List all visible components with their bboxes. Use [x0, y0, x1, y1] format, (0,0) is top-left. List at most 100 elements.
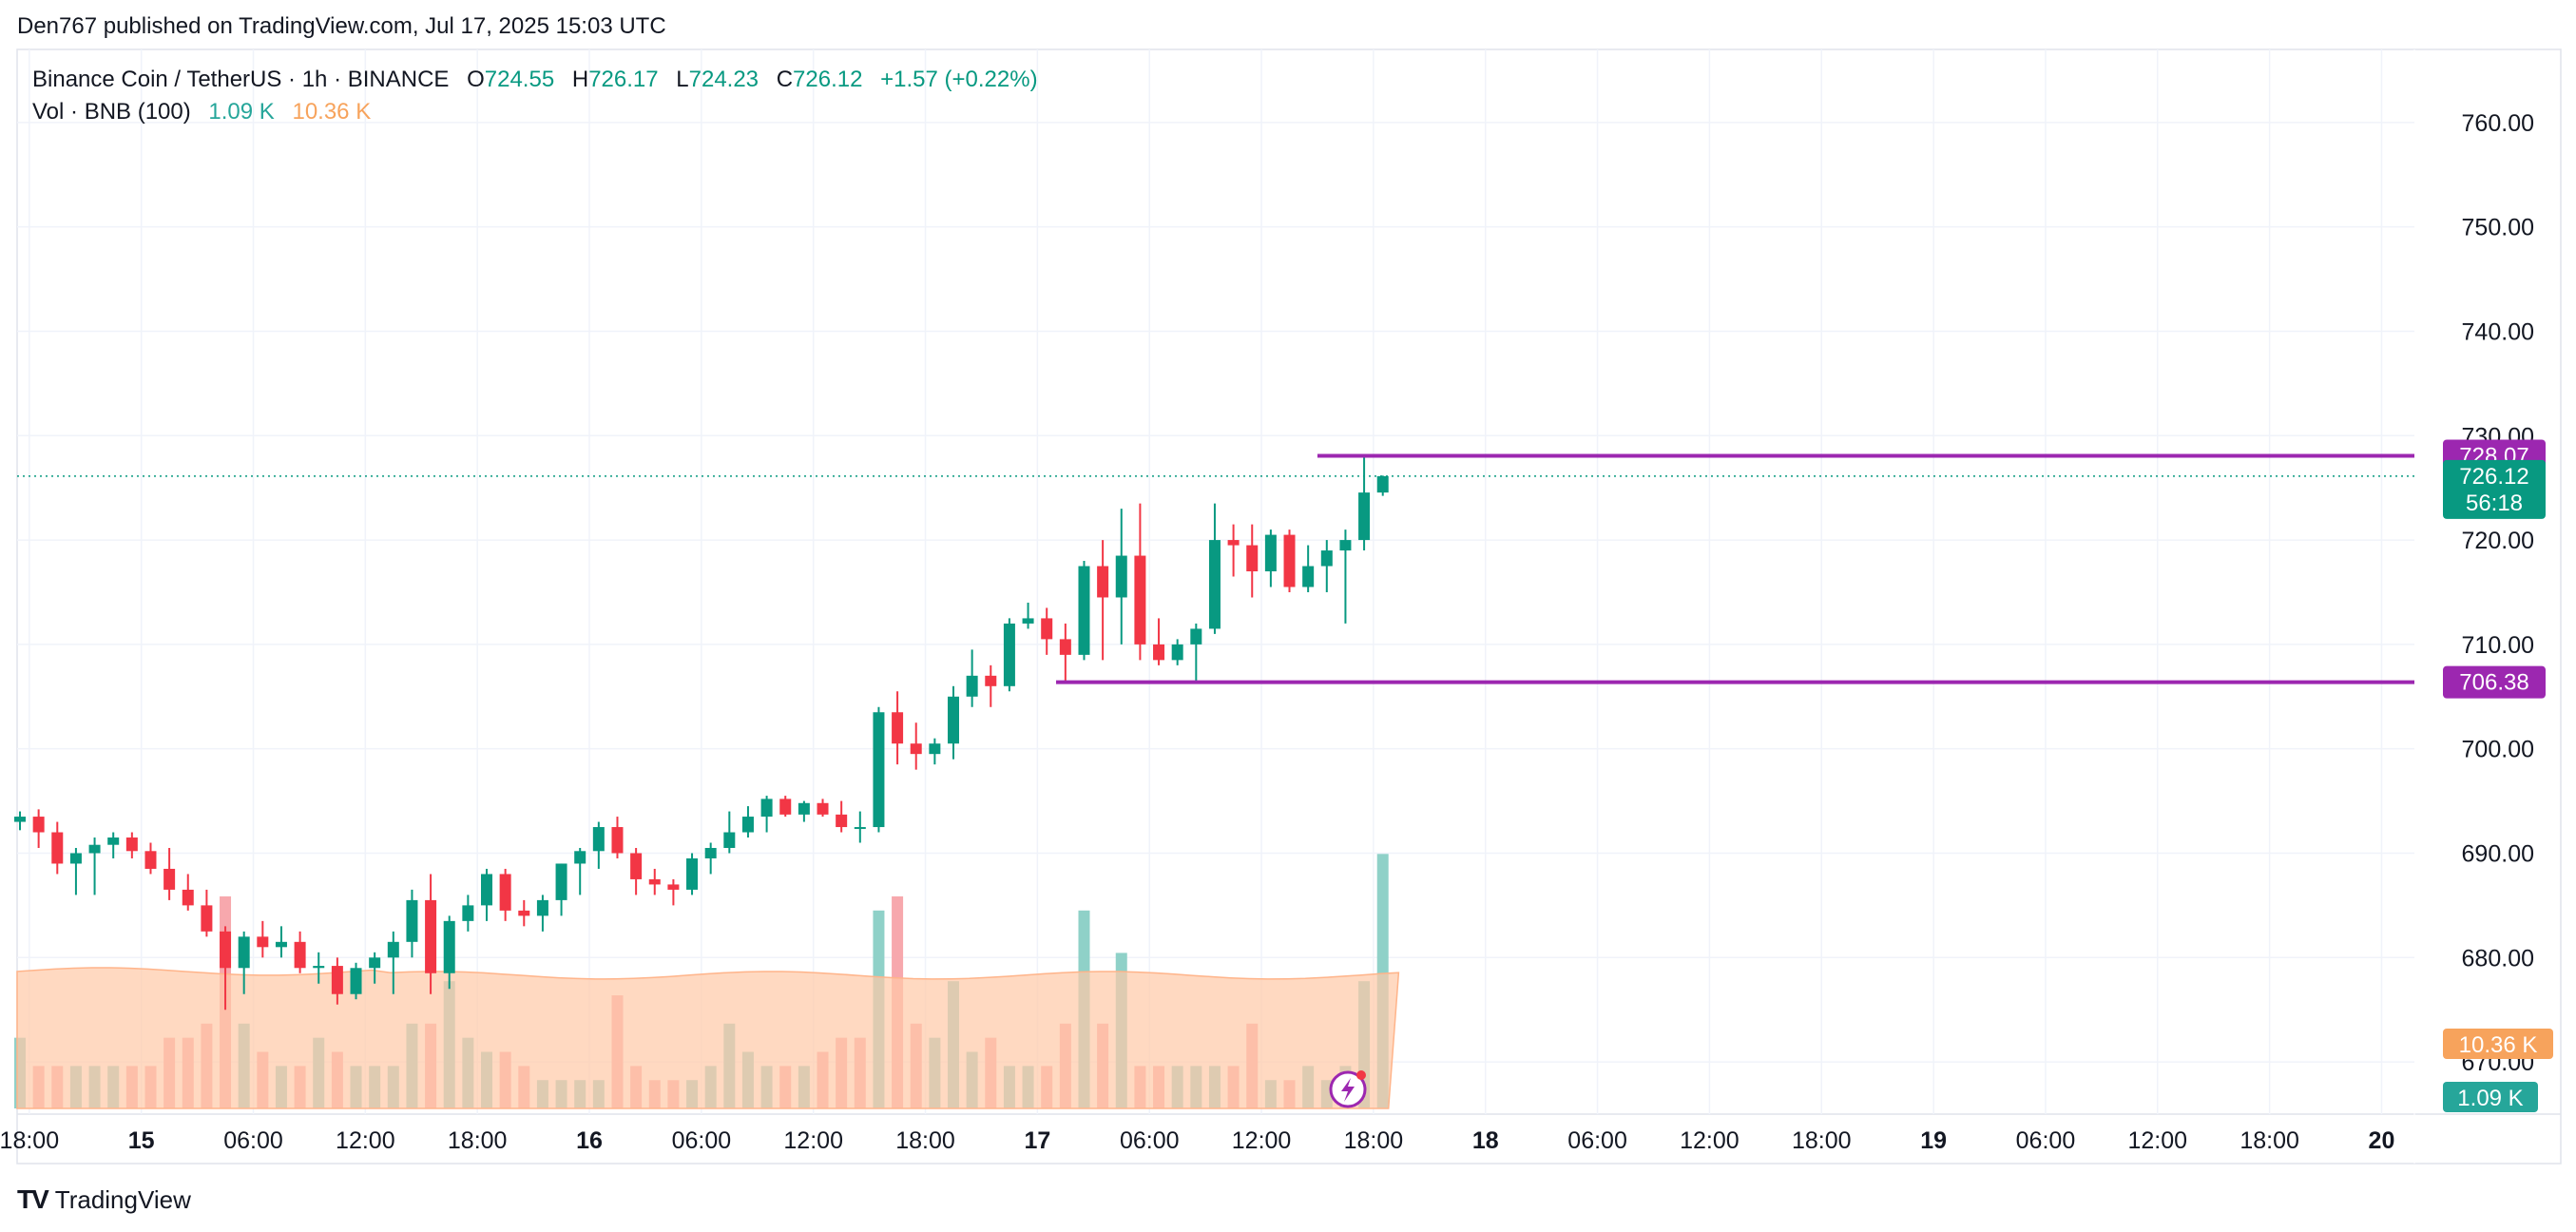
volume-ma-tag-text: 10.36 K — [2459, 1032, 2538, 1058]
time-axis-label: 18 — [1472, 1127, 1499, 1154]
price-axis-label: 680.00 — [2462, 945, 2534, 972]
candle-body — [163, 868, 176, 890]
candle-body — [929, 743, 941, 755]
candle-body — [125, 837, 138, 852]
candle-body — [779, 799, 792, 815]
candle-body — [499, 874, 511, 911]
candle-body — [313, 966, 325, 969]
legend-volume-label[interactable]: Vol · BNB (100) — [32, 99, 191, 125]
candle-body — [350, 968, 362, 994]
time-axis-label: 06:00 — [223, 1127, 283, 1154]
legend-ohlc: Binance Coin / TetherUS · 1h · BINANCE O… — [32, 67, 1038, 93]
candle-body — [406, 899, 418, 942]
chart-pane-border — [16, 48, 2562, 1165]
candle-body — [425, 899, 437, 973]
time-axis-label: 20 — [2369, 1127, 2395, 1154]
candle-body — [611, 827, 624, 854]
legend-close-label: C — [776, 67, 794, 92]
flash-icon[interactable] — [1329, 1070, 1367, 1108]
time-axis-label: 12:00 — [2127, 1127, 2187, 1154]
time-axis-label: 12:00 — [336, 1127, 395, 1154]
price-axis-label: 750.00 — [2462, 215, 2534, 241]
price-axis-label: 690.00 — [2462, 840, 2534, 867]
candle-body — [1376, 475, 1389, 493]
legend-volume-value: 1.09 K — [208, 99, 275, 125]
candle-body — [1302, 566, 1315, 587]
candles — [14, 455, 1389, 1011]
price-axis-label: 740.00 — [2462, 318, 2534, 345]
candle-body — [88, 844, 101, 854]
candle-body — [648, 878, 661, 885]
level-lines[interactable] — [17, 453, 2414, 684]
candle-body — [69, 853, 82, 864]
last-price-tag-text: 726.12 — [2459, 464, 2528, 490]
candle-body — [836, 814, 848, 828]
candle-body — [369, 957, 381, 969]
candle-body — [1041, 618, 1053, 640]
candle-body — [387, 941, 399, 958]
tradingview-brand: TradingView — [54, 1184, 191, 1214]
legend-change: +1.57 (+0.22%) — [880, 67, 1038, 92]
candle-body — [910, 743, 922, 755]
candle-body — [220, 931, 232, 969]
candle-body — [462, 905, 474, 921]
volume-ma-area — [16, 967, 1400, 1109]
legend-close: 726.12 — [793, 67, 863, 92]
last-price-tag — [2443, 459, 2546, 519]
candle-body — [630, 853, 643, 879]
time-axis-label: 18:00 — [2240, 1127, 2299, 1154]
candle-body — [760, 799, 773, 818]
footer-branding[interactable]: TV TradingView — [17, 1184, 191, 1215]
legend-volume: Vol · BNB (100) 1.09 K 10.36 K — [32, 99, 371, 125]
candle-body — [1078, 566, 1090, 655]
candle-body — [798, 802, 810, 815]
candle-body — [1153, 644, 1165, 661]
legend-low: 724.23 — [688, 67, 759, 92]
candle-body — [1264, 534, 1277, 572]
candle-body — [257, 936, 269, 948]
flash-icon-dot — [1356, 1070, 1366, 1080]
time-axis-label: 15 — [128, 1127, 155, 1154]
legend-symbol[interactable]: Binance Coin / TetherUS · 1h · BINANCE — [32, 67, 450, 92]
legend-high: 726.17 — [588, 67, 659, 92]
candle-body — [966, 675, 978, 697]
time-axis-label: 12:00 — [1232, 1127, 1292, 1154]
flash-icon-bolt — [1341, 1078, 1355, 1102]
legend-high-label: H — [571, 67, 589, 92]
candle-body — [741, 817, 754, 833]
candle-body — [854, 827, 866, 830]
volume-value-tag — [2443, 1082, 2538, 1112]
candle-body — [1227, 540, 1240, 546]
last-price-tag-text: 56:18 — [2466, 491, 2523, 516]
candle-body — [275, 941, 287, 948]
level-price-tag-text: 706.38 — [2459, 670, 2528, 696]
tradingview-logo-icon: TV — [17, 1184, 49, 1214]
time-axis-label: 18:00 — [1792, 1127, 1852, 1154]
time-axis-label: 17 — [1024, 1127, 1050, 1154]
legend-low-label: L — [676, 67, 689, 92]
time-axis-label: 06:00 — [1120, 1127, 1180, 1154]
volume-value-tag-text: 1.09 K — [2457, 1086, 2523, 1111]
time-axis-label: 06:00 — [1567, 1127, 1627, 1154]
candle-body — [985, 675, 997, 686]
axes: 760.00750.00740.00730.00720.00710.00700.… — [0, 110, 2534, 1154]
candle-body — [182, 889, 194, 906]
candle-body — [555, 863, 567, 900]
time-axis-label: 18:00 — [1344, 1127, 1404, 1154]
candle-body — [32, 817, 45, 833]
price-axis-label: 710.00 — [2462, 632, 2534, 659]
candle-body — [704, 848, 717, 858]
candle-body — [892, 712, 904, 744]
time-axis-label: 16 — [576, 1127, 603, 1154]
candle-body — [574, 851, 586, 864]
price-axis-label: 700.00 — [2462, 737, 2534, 763]
candle-body — [536, 899, 548, 916]
candle-body — [686, 857, 699, 890]
candle-body — [1115, 555, 1127, 598]
candle-body — [443, 920, 455, 973]
volume-ma-tag — [2443, 1029, 2553, 1059]
candle-body — [518, 910, 530, 916]
time-axis-label: 12:00 — [783, 1127, 843, 1154]
